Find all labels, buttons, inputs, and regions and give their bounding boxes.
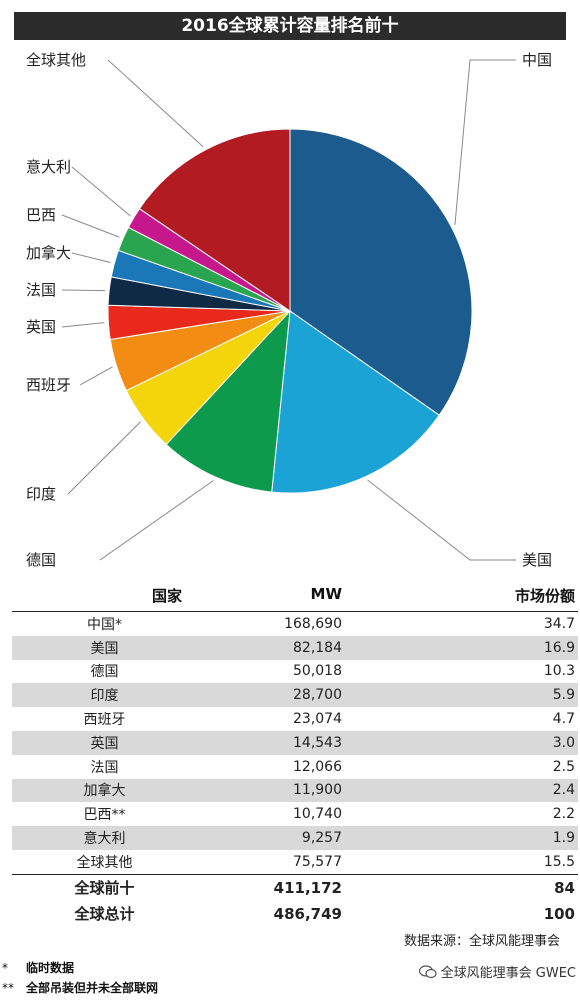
cell-mw: 75,577: [293, 853, 342, 870]
cell-country: 德国: [90, 664, 119, 681]
leader-line-7: [61, 289, 106, 292]
cell-share: 16.9: [543, 639, 575, 656]
cell-country: 法国: [90, 759, 119, 776]
table-row: 加拿大 11,900 2.4: [12, 778, 578, 803]
slice-label-1: 中国: [522, 51, 552, 69]
leader-line-10: [71, 166, 131, 217]
cell-share: 2.4: [552, 782, 575, 799]
cell-country: 西班牙: [83, 712, 126, 729]
slice-label-2: 美国: [522, 551, 552, 569]
cell-mw: 23,074: [293, 711, 342, 728]
cell-country: 全球其他: [76, 854, 133, 871]
data-source: 数据来源：全球风能理事会: [403, 934, 560, 949]
cell-mw: 11,900: [293, 782, 342, 799]
footnotes: * 临时数据 ** 全部吊装但并未全部联网: [0, 958, 158, 998]
leader-line-5: [79, 366, 113, 386]
top10-mw: 411,172: [273, 878, 342, 897]
chart-title: 2016全球累计容量排名前十: [14, 12, 566, 40]
table-row: 巴西** 10,740 2.2: [12, 802, 578, 826]
cell-mw: 50,018: [293, 663, 342, 680]
cell-country: 意大利: [83, 831, 126, 848]
table-header: 国家 MW 市场份额: [12, 585, 578, 611]
wechat-icon: [418, 964, 437, 978]
summary-divider: [12, 873, 578, 875]
leader-line-3: [99, 480, 214, 561]
slice-label-11: 全球其他: [26, 51, 86, 69]
cell-mw: 168,690: [284, 615, 342, 632]
cell-country: 巴西**: [83, 807, 126, 824]
cell-share: 1.9: [552, 830, 575, 847]
slice-label-7: 法国: [26, 281, 56, 299]
header-divider: [12, 611, 578, 612]
slice-label-4: 印度: [26, 485, 56, 503]
table-row: 英国 14,543 3.0: [12, 730, 578, 755]
cell-country: 印度: [90, 688, 119, 705]
table-row: 法国 12,066 2.5: [12, 755, 578, 779]
table-row: 德国 50,018 10.3: [12, 660, 578, 684]
leader-line-4: [67, 421, 141, 495]
pie-slice-2: [271, 310, 440, 494]
cell-share: 2.5: [552, 758, 575, 775]
top10-label: 全球前十: [74, 879, 135, 898]
top10-share: 84: [554, 878, 575, 897]
cell-share: 4.7: [552, 711, 575, 728]
table-row: 美国 82,184 16.9: [12, 635, 578, 660]
slice-label-9: 巴西: [26, 206, 56, 224]
cell-mw: 28,700: [293, 687, 342, 704]
table-row: 中国* 168,690 34.7: [12, 612, 578, 636]
total-mw: 486,749: [273, 904, 342, 923]
slice-label-3: 德国: [26, 551, 56, 569]
total-label: 全球总计: [74, 905, 135, 924]
table-row: 全球其他 75,577 15.5: [12, 850, 578, 874]
capacity-table: 国家 MW 市场份额 中国* 168,690 34.7 美国 82,184 16.9 德国 5…: [12, 585, 578, 927]
cell-share: 15.5: [543, 853, 575, 870]
pie-slice-11: [138, 128, 291, 312]
watermark: 全球风能理事会 GWEC: [418, 962, 576, 981]
header-mw: MW: [310, 585, 342, 603]
leader-line-9: [61, 214, 120, 238]
leader-line-2: [367, 479, 516, 561]
slice-label-6: 英国: [26, 318, 56, 336]
cell-mw: 10,740: [293, 806, 342, 823]
cell-mw: 82,184: [293, 639, 342, 656]
cell-country: 美国: [90, 640, 119, 657]
slice-label-5: 西班牙: [26, 376, 71, 394]
table-row: 西班牙 23,074 4.7: [12, 707, 578, 731]
cell-mw: 12,066: [293, 758, 342, 775]
cell-share: 3.0: [552, 734, 575, 751]
leader-line-11: [107, 59, 204, 147]
leader-line-1: [454, 59, 516, 226]
header-country: 国家: [151, 587, 182, 605]
top10-row: 全球前十 411,172 84: [12, 875, 578, 901]
leader-line-6: [61, 322, 105, 328]
cell-country: 中国*: [87, 616, 122, 633]
watermark-text: 全球风能理事会 GWEC: [440, 966, 576, 981]
table-row: 印度 28,700 5.9: [12, 683, 578, 708]
cell-share: 10.3: [543, 663, 575, 680]
cell-country: 加拿大: [83, 783, 126, 800]
pie-slice-3: [165, 309, 291, 493]
cell-mw: 9,257: [301, 830, 342, 847]
footnote-2: ** 全部吊装但并未全部联网: [2, 981, 159, 995]
header-share: 市场份额: [514, 587, 575, 605]
cell-country: 英国: [90, 735, 119, 752]
slice-label-10: 意大利: [26, 158, 71, 176]
slice-label-8: 加拿大: [26, 244, 71, 262]
cell-share: 34.7: [543, 615, 575, 632]
cell-share: 2.2: [552, 806, 575, 823]
table-row: 意大利 9,257 1.9: [12, 826, 578, 850]
cell-mw: 14,543: [293, 734, 342, 751]
pie-slice-1: [289, 128, 473, 416]
total-row: 全球总计 486,749 100: [12, 901, 578, 927]
footnote-1: * 临时数据: [2, 961, 75, 975]
leader-line-8: [71, 252, 111, 263]
total-share: 100: [543, 904, 575, 923]
cell-share: 5.9: [552, 687, 575, 704]
